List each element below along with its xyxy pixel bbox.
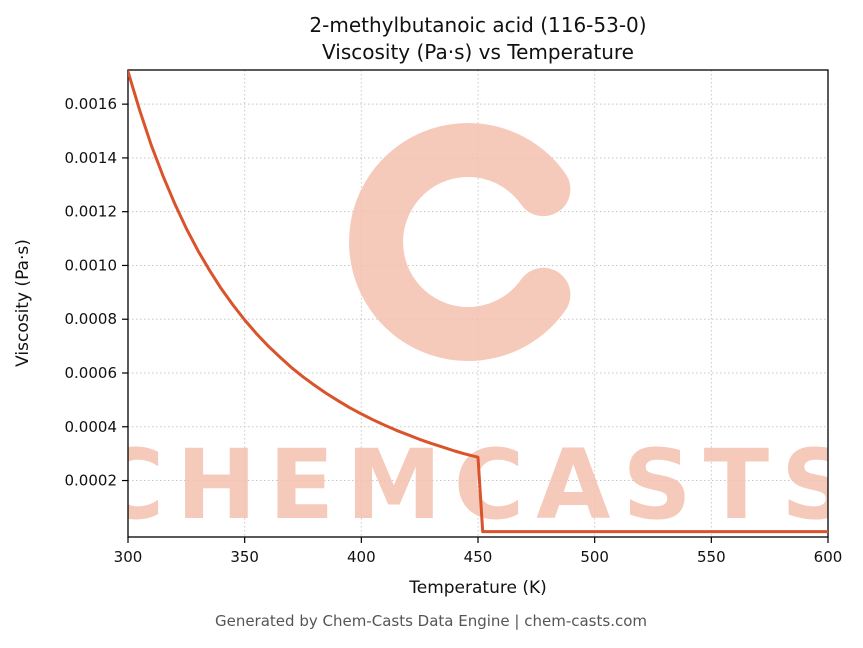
svg-text:400: 400 xyxy=(347,548,376,566)
svg-text:0.0014: 0.0014 xyxy=(65,149,118,167)
tick-marks xyxy=(122,103,829,543)
svg-text:0.0002: 0.0002 xyxy=(65,472,118,490)
y-axis-label: Viscosity (Pa·s) xyxy=(13,239,33,367)
y-tick-labels: 0.0002 0.0004 0.0006 0.0008 0.0010 0.0012 0.00… xyxy=(65,95,118,489)
svg-text:350: 350 xyxy=(230,548,259,566)
svg-text:0.0012: 0.0012 xyxy=(65,203,118,221)
svg-text:550: 550 xyxy=(697,548,726,566)
svg-text:500: 500 xyxy=(580,548,609,566)
viscosity-line xyxy=(128,70,828,534)
x-tick-labels: 300 350 400 450 500 550 600 xyxy=(114,548,843,566)
watermark-group: CHEMCASTS xyxy=(94,123,862,541)
svg-text:450: 450 xyxy=(464,548,493,566)
svg-text:600: 600 xyxy=(814,548,843,566)
svg-text:0.0016: 0.0016 xyxy=(65,95,118,113)
svg-text:0.0010: 0.0010 xyxy=(65,256,118,274)
footer-credit: Generated by Chem-Casts Data Engine | ch… xyxy=(215,612,647,630)
svg-text:300: 300 xyxy=(114,548,143,566)
chart-title-line1: 2-methylbutanoic acid (116-53-0) xyxy=(309,13,646,37)
chart-title-line2: Viscosity (Pa·s) vs Temperature xyxy=(322,40,634,64)
x-axis-label: Temperature (K) xyxy=(408,578,547,598)
svg-text:0.0004: 0.0004 xyxy=(65,418,118,436)
watermark-text: CHEMCASTS xyxy=(94,429,862,541)
svg-text:0.0006: 0.0006 xyxy=(65,364,118,382)
svg-text:0.0008: 0.0008 xyxy=(65,310,118,328)
c-brush-logo-icon xyxy=(349,123,571,361)
